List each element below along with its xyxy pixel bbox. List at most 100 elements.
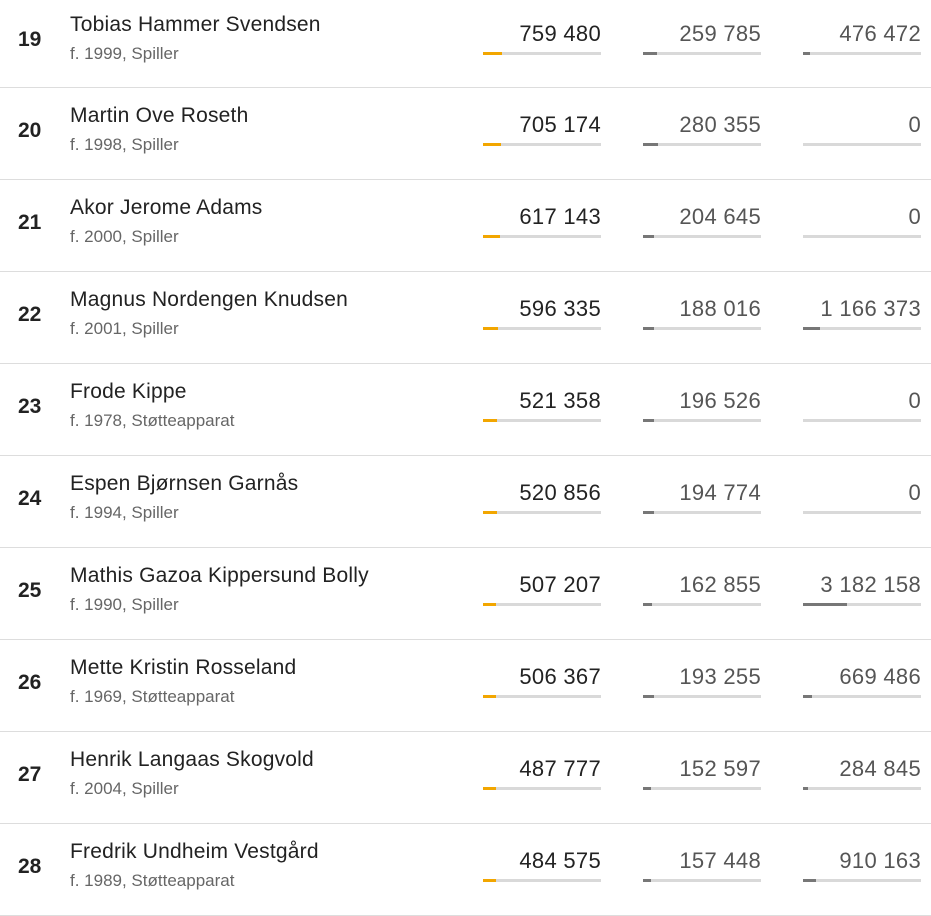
person-name[interactable]: Tobias Hammer Svendsen <box>70 13 321 36</box>
rank-number: 19 <box>18 28 42 51</box>
value-1: 487 777 <box>519 756 601 781</box>
value-cell-3: 669 486 <box>803 660 921 704</box>
bar-track-1 <box>483 787 601 790</box>
bar-track-3 <box>803 603 921 606</box>
rank-number: 27 <box>18 763 42 786</box>
rank-number: 21 <box>18 211 42 234</box>
bar-track-2 <box>643 879 761 882</box>
bar-fill-1 <box>483 787 496 790</box>
list-item-27[interactable]: 27 Henrik Langaas Skogvold f. 2004, Spil… <box>0 732 931 824</box>
value-3: 0 <box>908 112 921 137</box>
value-2: 259 785 <box>679 21 761 46</box>
value-1: 759 480 <box>519 21 601 46</box>
bar-fill-2 <box>643 235 654 238</box>
value-2: 193 255 <box>679 664 761 689</box>
rank-number: 20 <box>18 119 42 142</box>
person-subtitle: f. 2004, Spiller <box>70 779 179 798</box>
list-item-25[interactable]: 25 Mathis Gazoa Kippersund Bolly f. 1990… <box>0 548 931 640</box>
value-1: 521 358 <box>519 388 601 413</box>
bar-fill-1 <box>483 511 498 514</box>
person-subtitle: f. 2001, Spiller <box>70 319 179 338</box>
person-subtitle: f. 1998, Spiller <box>70 135 179 154</box>
value-cell-3: 0 <box>803 476 921 520</box>
rank-number: 26 <box>18 671 42 694</box>
list-item-24[interactable]: 24 Espen Bjørnsen Garnås f. 1994, Spille… <box>0 456 931 548</box>
value-1: 705 174 <box>519 112 601 137</box>
bar-track-3 <box>803 52 921 55</box>
rank-number: 24 <box>18 487 42 510</box>
bar-track-2 <box>643 787 761 790</box>
value-cell-1: 705 174 <box>483 108 601 152</box>
list-item-28[interactable]: 28 Fredrik Undheim Vestgård f. 1989, Stø… <box>0 824 931 916</box>
person-name[interactable]: Magnus Nordengen Knudsen <box>70 288 348 311</box>
bar-track-2 <box>643 603 761 606</box>
person-subtitle: f. 1990, Spiller <box>70 595 179 614</box>
person-name[interactable]: Mathis Gazoa Kippersund Bolly <box>70 564 369 587</box>
person-name[interactable]: Akor Jerome Adams <box>70 196 263 219</box>
rank-number: 25 <box>18 579 42 602</box>
bar-track-1 <box>483 419 601 422</box>
person-name[interactable]: Henrik Langaas Skogvold <box>70 748 314 771</box>
list-item-21[interactable]: 21 Akor Jerome Adams f. 2000, Spiller 61… <box>0 180 931 272</box>
bar-track-2 <box>643 143 761 146</box>
bar-fill-3 <box>803 787 808 790</box>
list-item-23[interactable]: 23 Frode Kippe f. 1978, Støtteapparat 52… <box>0 364 931 456</box>
bar-fill-1 <box>483 143 501 146</box>
rank-number: 23 <box>18 395 42 418</box>
value-3: 284 845 <box>839 756 921 781</box>
bar-track-3 <box>803 235 921 238</box>
person-subtitle: f. 1994, Spiller <box>70 503 179 522</box>
value-1: 617 143 <box>519 204 601 229</box>
value-1: 596 335 <box>519 296 601 321</box>
value-cell-1: 507 207 <box>483 568 601 612</box>
value-cell-1: 487 777 <box>483 752 601 796</box>
list-item-20[interactable]: 20 Martin Ove Roseth f. 1998, Spiller 70… <box>0 88 931 180</box>
list-item-19[interactable]: 19 Tobias Hammer Svendsen f. 1999, Spill… <box>0 0 931 88</box>
bar-fill-1 <box>483 235 500 238</box>
bar-fill-3 <box>803 879 816 882</box>
value-cell-3: 1 166 373 <box>803 292 921 336</box>
value-1: 506 367 <box>519 664 601 689</box>
bar-fill-3 <box>803 603 847 606</box>
bar-fill-3 <box>803 695 813 698</box>
bar-track-2 <box>643 235 761 238</box>
value-cell-1: 506 367 <box>483 660 601 704</box>
bar-fill-2 <box>643 143 659 146</box>
value-cell-3: 284 845 <box>803 752 921 796</box>
bar-fill-3 <box>803 327 820 330</box>
bar-track-2 <box>643 52 761 55</box>
value-3: 0 <box>908 480 921 505</box>
value-2: 194 774 <box>679 480 761 505</box>
bar-track-3 <box>803 327 921 330</box>
bar-fill-2 <box>643 419 654 422</box>
bar-track-1 <box>483 52 601 55</box>
value-cell-3: 0 <box>803 108 921 152</box>
person-name[interactable]: Mette Kristin Rosseland <box>70 656 297 679</box>
value-2: 204 645 <box>679 204 761 229</box>
bar-track-1 <box>483 143 601 146</box>
bar-track-3 <box>803 787 921 790</box>
bar-track-3 <box>803 511 921 514</box>
value-cell-1: 759 480 <box>483 17 601 61</box>
value-3: 669 486 <box>839 664 921 689</box>
value-cell-1: 521 358 <box>483 384 601 428</box>
value-cell-2: 194 774 <box>643 476 761 520</box>
value-cell-2: 152 597 <box>643 752 761 796</box>
person-name[interactable]: Martin Ove Roseth <box>70 104 249 127</box>
bar-fill-2 <box>643 327 654 330</box>
value-3: 0 <box>908 388 921 413</box>
person-name[interactable]: Fredrik Undheim Vestgård <box>70 840 319 863</box>
bar-track-1 <box>483 327 601 330</box>
person-name[interactable]: Espen Bjørnsen Garnås <box>70 472 299 495</box>
bar-track-1 <box>483 603 601 606</box>
person-name[interactable]: Frode Kippe <box>70 380 187 403</box>
list-item-26[interactable]: 26 Mette Kristin Rosseland f. 1969, Støt… <box>0 640 931 732</box>
bar-fill-2 <box>643 52 658 55</box>
list-item-22[interactable]: 22 Magnus Nordengen Knudsen f. 2001, Spi… <box>0 272 931 364</box>
bar-track-3 <box>803 143 921 146</box>
value-2: 188 016 <box>679 296 761 321</box>
bar-track-2 <box>643 695 761 698</box>
value-cell-1: 596 335 <box>483 292 601 336</box>
bar-track-1 <box>483 879 601 882</box>
value-cell-2: 204 645 <box>643 200 761 244</box>
